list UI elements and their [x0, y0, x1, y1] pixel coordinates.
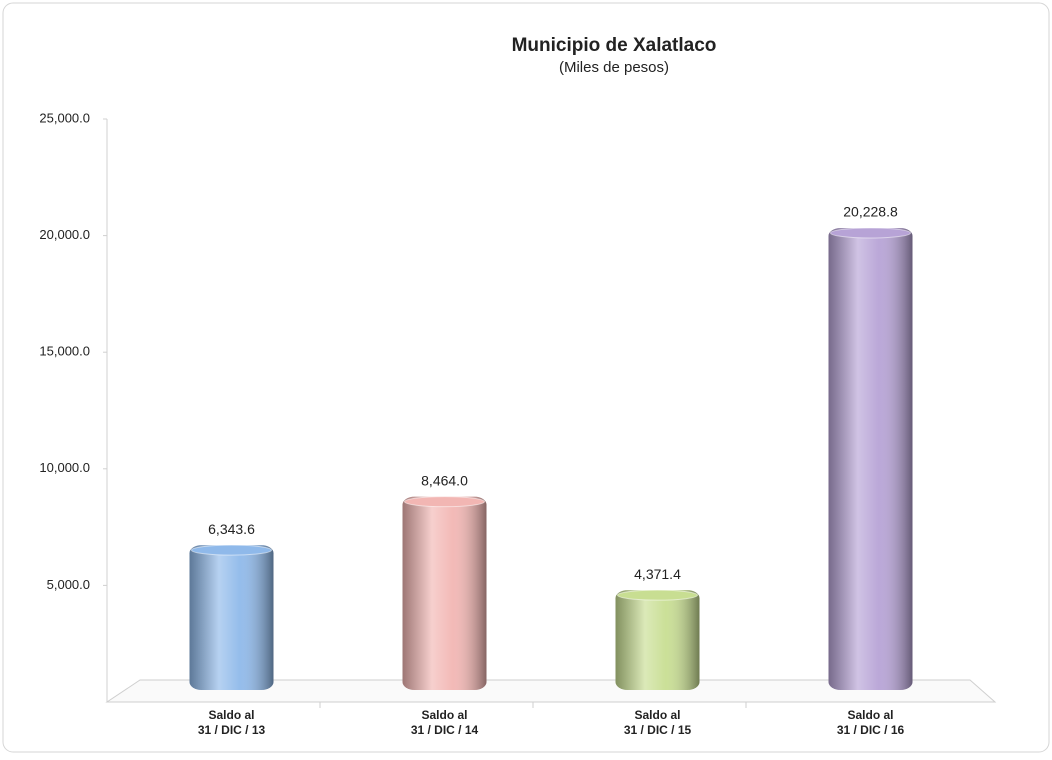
value-label: 8,464.0 [421, 472, 468, 488]
x-tick-label: Saldo al 31 / DIC / 16 [837, 708, 905, 737]
bar-cap [404, 496, 485, 508]
y-tick-label: 5,000.0 [47, 577, 90, 592]
bar-cap [191, 544, 272, 556]
value-label: 20,228.8 [843, 204, 898, 220]
bar-shade [828, 227, 913, 690]
y-tick-label: 15,000.0 [39, 344, 90, 359]
value-label: 4,371.4 [634, 566, 681, 582]
x-tick-label: Saldo al 31 / DIC / 15 [624, 708, 692, 737]
bar-shade [402, 496, 487, 690]
y-tick-label: 10,000.0 [39, 460, 90, 475]
x-tick-label: Saldo al 31 / DIC / 13 [198, 708, 266, 737]
x-tick-label: Saldo al 31 / DIC / 14 [411, 708, 479, 737]
bar-cap [617, 589, 698, 601]
chart-title: Municipio de Xalatlaco [512, 35, 717, 56]
bar-shade [615, 590, 700, 690]
value-label: 6,343.6 [208, 521, 255, 537]
y-tick-label: 25,000.0 [39, 110, 90, 125]
floor [105, 679, 997, 703]
bar-shade [189, 545, 274, 690]
y-tick-label: 20,000.0 [39, 227, 90, 242]
chart-subtitle: (Miles de pesos) [559, 59, 669, 76]
bar-cap [830, 227, 911, 239]
